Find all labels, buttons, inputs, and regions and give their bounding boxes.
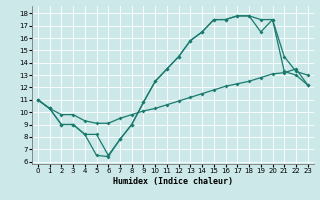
X-axis label: Humidex (Indice chaleur): Humidex (Indice chaleur) bbox=[113, 177, 233, 186]
